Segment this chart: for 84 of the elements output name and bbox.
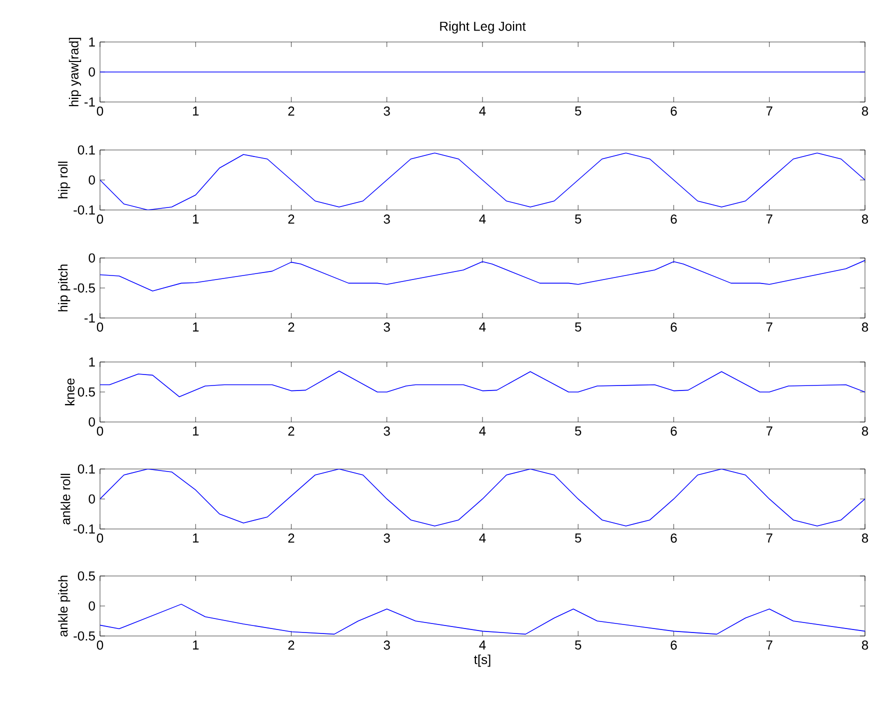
- y-axis-title: ankle pitch: [58, 576, 70, 637]
- x-tick-label: 3: [384, 640, 390, 650]
- y-tick-label: 0: [88, 67, 95, 77]
- x-tick-label: 7: [766, 106, 772, 116]
- y-tick-label: -1: [84, 98, 95, 106]
- x-tick-label: 3: [384, 106, 390, 116]
- x-tick-label: 6: [670, 106, 677, 116]
- line-series: [100, 468, 865, 526]
- x-tick-label: 2: [288, 106, 294, 116]
- x-tick-label: 7: [766, 322, 772, 332]
- x-tick-label: 3: [384, 426, 390, 436]
- x-tick-label: 2: [288, 322, 294, 332]
- y-tick-label: 0.1: [78, 464, 95, 474]
- x-tick-label: 4: [479, 214, 486, 224]
- y-tick-label: -0.1: [74, 524, 95, 534]
- x-tick-label: 5: [575, 106, 582, 116]
- x-tick-label: 6: [670, 322, 677, 332]
- x-tick-label: 0: [96, 534, 104, 543]
- chart-title: Right Leg Joint: [440, 21, 526, 34]
- y-axis-title: hip yaw[rad]: [68, 38, 82, 106]
- x-tick-label: 3: [384, 214, 390, 224]
- x-tick-label: 2: [288, 534, 294, 543]
- x-tick-label: 0: [96, 426, 104, 436]
- y-tick-label: 1: [89, 358, 95, 366]
- x-tick-label: 1: [193, 322, 199, 332]
- x-tick-label: 5: [575, 322, 582, 332]
- x-tick-label: 1: [193, 106, 199, 116]
- x-tick-label: 4: [479, 640, 486, 650]
- x-tick-label: 2: [288, 426, 294, 436]
- x-tick-label: 8: [862, 640, 868, 650]
- x-tick-label: 7: [766, 640, 772, 650]
- x-tick-label: 4: [479, 322, 486, 332]
- x-tick-label: 0: [96, 214, 104, 224]
- y-tick-label: 1: [89, 38, 95, 46]
- y-tick-label: -0.1: [74, 205, 95, 215]
- y-axis-title: hip pitch: [58, 264, 70, 312]
- x-tick-label: 6: [670, 214, 677, 224]
- x-tick-label: 4: [479, 534, 486, 542]
- x-tick-label: 0: [96, 106, 104, 116]
- x-tick-label: 2: [288, 214, 294, 224]
- x-tick-label: 5: [575, 214, 582, 224]
- x-tick-label: 8: [862, 322, 868, 332]
- y-tick-label: 0: [88, 417, 95, 427]
- x-tick-label: 8: [862, 426, 868, 436]
- x-tick-label: 8: [862, 534, 868, 543]
- line-series: [100, 370, 865, 398]
- x-tick-label: 4: [479, 106, 486, 116]
- y-tick-label: 0.5: [78, 571, 95, 581]
- y-tick-label: -0.5: [74, 631, 95, 641]
- x-tick-label: 1: [193, 214, 199, 224]
- x-tick-label: 8: [862, 106, 868, 116]
- x-tick-label: 0: [96, 322, 104, 332]
- y-tick-label: -1: [84, 314, 95, 322]
- x-axis-title: t[s]: [474, 654, 490, 667]
- x-tick-label: 1: [193, 534, 199, 542]
- y-axis-title: hip roll: [58, 162, 70, 198]
- x-tick-label: 7: [766, 426, 772, 436]
- y-axis-title: knee: [64, 378, 75, 406]
- y-tick-label: 0: [88, 175, 95, 185]
- x-tick-label: 7: [766, 534, 772, 542]
- line-series: [100, 260, 865, 292]
- x-tick-label: 8: [862, 214, 868, 224]
- y-tick-label: 0.1: [78, 145, 95, 155]
- line-series: [100, 604, 865, 635]
- x-tick-label: 1: [193, 426, 199, 436]
- x-tick-label: 6: [670, 426, 677, 436]
- x-tick-label: 0: [96, 640, 104, 650]
- x-tick-label: 1: [193, 640, 199, 650]
- x-tick-label: 7: [766, 214, 772, 224]
- x-tick-label: 3: [384, 322, 390, 332]
- x-tick-label: 4: [479, 426, 486, 436]
- x-tick-label: 2: [288, 640, 294, 650]
- x-tick-label: 6: [670, 640, 677, 650]
- y-tick-label: 0: [88, 601, 95, 611]
- x-tick-label: 5: [575, 534, 582, 543]
- x-tick-label: 3: [384, 534, 390, 543]
- y-tick-label: -0.5: [74, 283, 95, 293]
- x-tick-label: 6: [670, 534, 677, 543]
- y-axis-title: ankle roll: [60, 474, 70, 524]
- y-tick-label: 0: [88, 253, 95, 263]
- x-tick-label: 5: [575, 426, 582, 436]
- x-tick-label: 5: [575, 640, 582, 650]
- y-tick-label: 0: [88, 494, 95, 504]
- y-tick-label: 0.5: [78, 387, 95, 397]
